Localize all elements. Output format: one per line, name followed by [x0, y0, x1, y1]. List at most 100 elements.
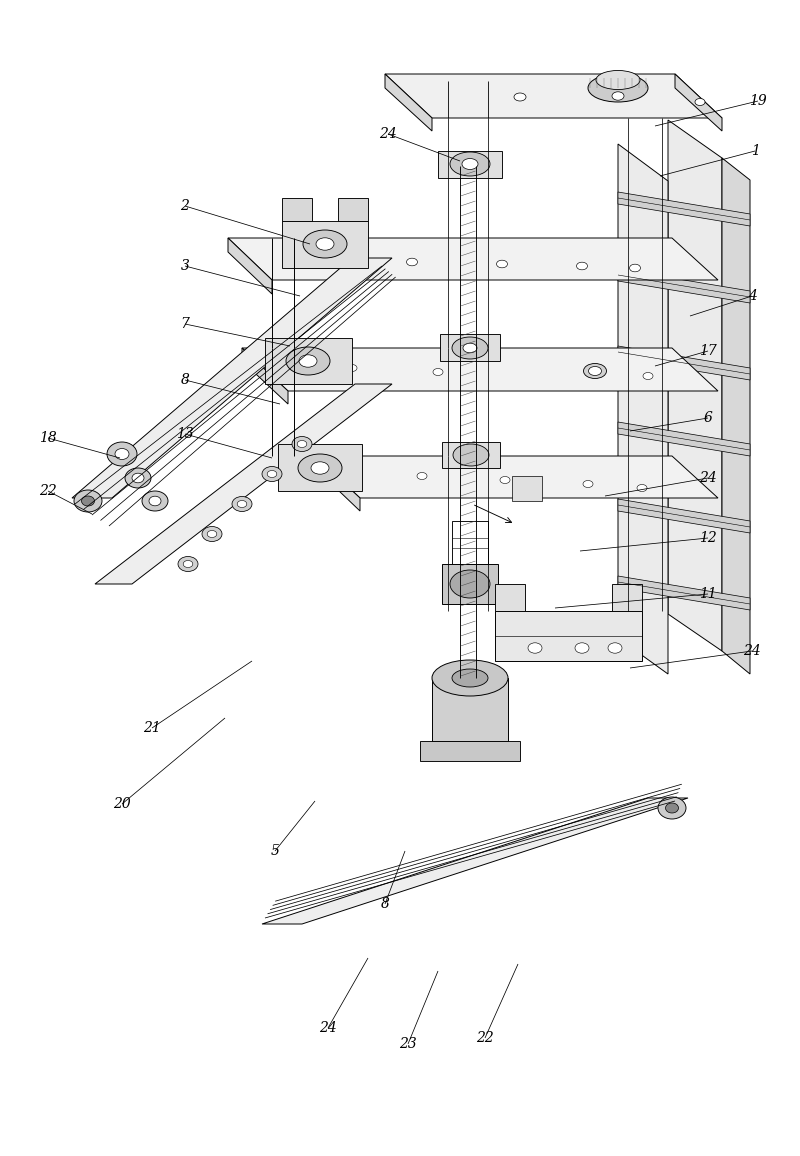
- Ellipse shape: [316, 238, 334, 250]
- Polygon shape: [315, 455, 360, 511]
- Text: 22: 22: [476, 1031, 494, 1045]
- Polygon shape: [618, 192, 750, 227]
- Ellipse shape: [232, 496, 252, 511]
- Polygon shape: [618, 576, 750, 610]
- Text: 20: 20: [113, 796, 131, 812]
- Ellipse shape: [267, 470, 277, 477]
- Ellipse shape: [500, 476, 510, 483]
- Text: 4: 4: [747, 289, 757, 303]
- Ellipse shape: [612, 91, 624, 101]
- Text: 13: 13: [176, 427, 194, 440]
- Polygon shape: [242, 348, 718, 391]
- Polygon shape: [618, 422, 750, 455]
- Ellipse shape: [286, 347, 330, 375]
- Ellipse shape: [298, 454, 342, 482]
- Polygon shape: [618, 144, 668, 674]
- Polygon shape: [278, 444, 362, 491]
- Ellipse shape: [347, 364, 357, 371]
- Ellipse shape: [406, 258, 418, 266]
- Ellipse shape: [528, 643, 542, 653]
- Polygon shape: [228, 238, 272, 294]
- Ellipse shape: [292, 437, 312, 452]
- Ellipse shape: [452, 338, 488, 360]
- Ellipse shape: [450, 151, 490, 176]
- Text: 24: 24: [319, 1021, 337, 1035]
- Ellipse shape: [207, 531, 217, 538]
- Ellipse shape: [462, 158, 478, 170]
- Text: 22: 22: [39, 484, 57, 498]
- Polygon shape: [675, 74, 722, 131]
- Ellipse shape: [695, 98, 705, 105]
- Ellipse shape: [643, 372, 653, 379]
- Polygon shape: [442, 442, 500, 468]
- Text: 3: 3: [181, 259, 190, 273]
- Ellipse shape: [132, 473, 144, 483]
- Text: 23: 23: [399, 1037, 417, 1051]
- Ellipse shape: [115, 449, 129, 459]
- Ellipse shape: [298, 440, 307, 447]
- Text: 19: 19: [749, 94, 767, 108]
- Text: 7: 7: [181, 317, 190, 331]
- Ellipse shape: [575, 643, 589, 653]
- Text: 8: 8: [181, 373, 190, 387]
- Ellipse shape: [577, 262, 587, 269]
- Ellipse shape: [311, 461, 329, 474]
- Polygon shape: [495, 584, 525, 612]
- Polygon shape: [262, 798, 688, 924]
- Ellipse shape: [142, 491, 168, 511]
- Ellipse shape: [303, 230, 347, 258]
- Polygon shape: [618, 269, 750, 303]
- Text: 6: 6: [703, 412, 713, 425]
- Ellipse shape: [82, 496, 94, 506]
- Polygon shape: [618, 499, 750, 533]
- Polygon shape: [442, 564, 498, 603]
- Ellipse shape: [202, 526, 222, 541]
- Ellipse shape: [433, 369, 443, 376]
- Ellipse shape: [432, 660, 508, 696]
- Polygon shape: [95, 384, 392, 584]
- Text: 8: 8: [381, 897, 390, 911]
- Text: 18: 18: [39, 431, 57, 445]
- Ellipse shape: [463, 343, 477, 353]
- Polygon shape: [282, 221, 368, 268]
- Ellipse shape: [583, 481, 593, 488]
- Polygon shape: [72, 258, 392, 498]
- Ellipse shape: [262, 467, 282, 482]
- Ellipse shape: [149, 496, 161, 506]
- Polygon shape: [668, 120, 722, 651]
- Text: 24: 24: [743, 644, 761, 658]
- Ellipse shape: [583, 363, 606, 378]
- Ellipse shape: [330, 257, 341, 264]
- Polygon shape: [495, 612, 642, 661]
- Ellipse shape: [497, 260, 507, 268]
- Polygon shape: [452, 521, 488, 564]
- Polygon shape: [265, 338, 352, 384]
- Polygon shape: [440, 334, 500, 361]
- Ellipse shape: [453, 444, 489, 466]
- Ellipse shape: [658, 796, 686, 818]
- Ellipse shape: [299, 355, 317, 368]
- Ellipse shape: [107, 442, 137, 466]
- Polygon shape: [282, 198, 312, 221]
- Text: 5: 5: [270, 844, 279, 858]
- Polygon shape: [242, 348, 288, 403]
- Polygon shape: [385, 74, 722, 118]
- Text: 17: 17: [699, 344, 717, 358]
- Ellipse shape: [178, 556, 198, 571]
- Polygon shape: [338, 198, 368, 221]
- Polygon shape: [722, 158, 750, 674]
- Polygon shape: [612, 584, 642, 612]
- Polygon shape: [438, 151, 502, 178]
- Text: 24: 24: [379, 127, 397, 141]
- Ellipse shape: [452, 669, 488, 687]
- Text: 24: 24: [699, 470, 717, 486]
- Text: 1: 1: [750, 144, 759, 158]
- Polygon shape: [228, 238, 718, 280]
- Text: 12: 12: [699, 531, 717, 544]
- Ellipse shape: [74, 490, 102, 512]
- Ellipse shape: [514, 92, 526, 101]
- Polygon shape: [315, 455, 718, 498]
- Polygon shape: [618, 346, 750, 380]
- Text: 11: 11: [699, 587, 717, 601]
- Ellipse shape: [596, 71, 640, 89]
